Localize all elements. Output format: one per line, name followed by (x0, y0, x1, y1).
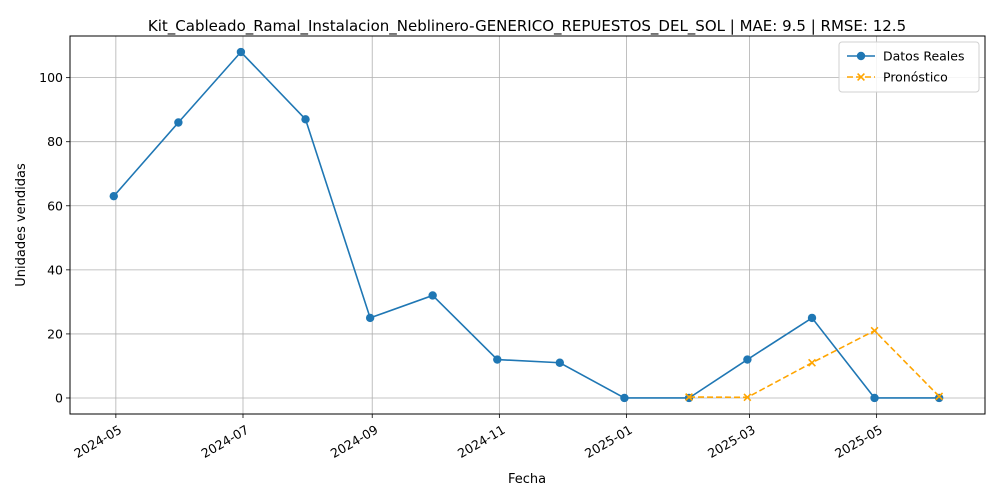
y-tick-label: 80 (47, 134, 63, 149)
data-point (870, 393, 879, 403)
x-axis-label: Fecha (508, 472, 546, 487)
series-datos-reales (109, 47, 944, 403)
data-point (493, 355, 502, 364)
plot-frame (69, 35, 986, 415)
x-tick-label: 2024-07 (199, 422, 252, 461)
data-point (236, 47, 246, 57)
x-tick-label: 2025-03 (705, 422, 758, 461)
legend-label: Pronóstico (883, 70, 948, 85)
x-tick-label: 2024-05 (71, 422, 124, 461)
data-point (808, 358, 816, 367)
series-layer (109, 47, 944, 403)
data-point (934, 393, 944, 403)
x-tick-label: 2024-11 (455, 422, 508, 461)
data-point (428, 291, 437, 300)
data-point (743, 393, 752, 402)
x-tick-label: 2025-05 (832, 422, 885, 461)
legend-entry: Datos Reales (847, 49, 964, 64)
y-tick-label: 60 (47, 198, 63, 213)
data-point (935, 392, 944, 401)
grid (70, 36, 985, 414)
legend-box (838, 41, 980, 93)
y-tick-label: 40 (47, 262, 63, 277)
y-axis-label: Unidades vendidas (14, 163, 29, 287)
y-tick-label: 100 (39, 70, 63, 85)
chart-title: Kit_Cableado_Ramal_Instalacion_Neblinero… (148, 17, 906, 36)
series-pronostico (685, 326, 944, 402)
data-point (807, 313, 817, 323)
legend-entry: Pronóstico (847, 70, 948, 85)
data-point (109, 191, 118, 201)
x-tick-label: 2025-01 (582, 422, 635, 461)
data-point (870, 326, 879, 335)
legend-label: Datos Reales (883, 49, 964, 64)
legend-marker (856, 51, 866, 61)
data-point (620, 393, 629, 403)
series-line (113, 50, 940, 399)
data-point (365, 313, 375, 323)
y-tick-label: 0 (55, 390, 63, 405)
ticks: 2024-05 2024-07 2024-09 2024-11 2025-01 2025-… (39, 70, 885, 461)
data-point (743, 355, 752, 364)
data-point (301, 115, 310, 124)
data-point (555, 358, 565, 367)
data-point (685, 393, 693, 401)
x-tick-label: 2024-09 (328, 422, 381, 461)
legend-marker (857, 73, 865, 81)
legend: Datos Reales Pronóstico (838, 41, 980, 93)
y-tick-label: 20 (47, 326, 63, 341)
data-point (174, 118, 183, 127)
